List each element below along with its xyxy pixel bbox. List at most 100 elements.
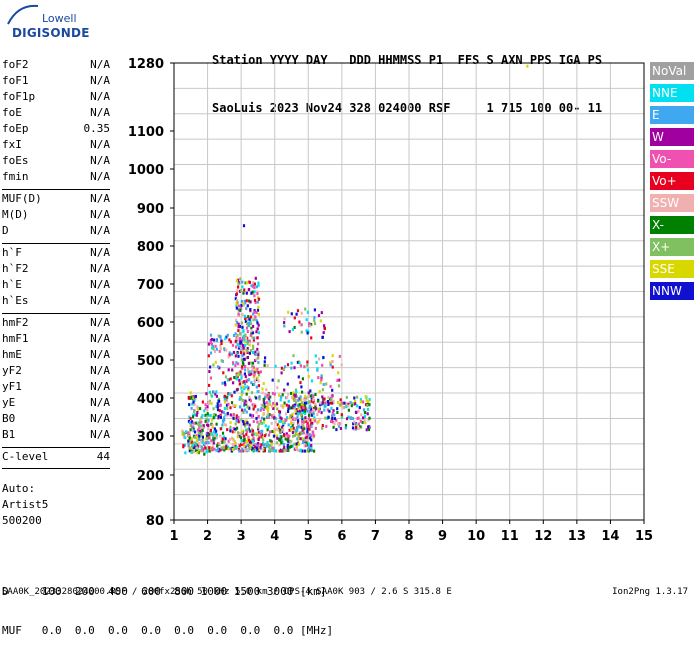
echo-point — [193, 410, 196, 413]
echo-point — [283, 401, 286, 405]
echo-point — [246, 304, 249, 308]
echo-point — [227, 392, 230, 396]
echo-point — [276, 423, 279, 427]
echo-point — [323, 324, 326, 328]
echo-point — [183, 443, 186, 447]
echo-point — [302, 431, 305, 435]
echo-point — [321, 395, 324, 399]
echo-point — [206, 423, 209, 427]
echo-point — [252, 318, 255, 322]
echo-point — [198, 437, 201, 441]
echo-point — [226, 378, 229, 382]
echo-point — [295, 312, 298, 316]
echo-point — [242, 352, 246, 356]
param-value: N/A — [90, 90, 110, 103]
echo-point — [291, 417, 294, 421]
echo-point — [294, 392, 297, 396]
echo-point — [248, 299, 251, 303]
echo-point — [194, 413, 197, 417]
echo-point — [297, 375, 300, 379]
echo-point — [213, 427, 216, 431]
echo-point — [321, 335, 324, 339]
echo-point — [206, 405, 209, 409]
autoscaling-info: Auto: Artist5 500200 — [2, 481, 48, 529]
echo-point — [240, 343, 243, 346]
echo-point — [304, 444, 308, 448]
echo-point — [223, 418, 226, 422]
echo-point — [242, 291, 245, 295]
echo-point — [254, 379, 257, 383]
echo-point — [225, 412, 228, 416]
echo-point — [246, 448, 249, 451]
echo-point — [262, 441, 265, 445]
echo-point — [246, 342, 249, 346]
echo-point — [239, 436, 243, 440]
echo-point — [337, 422, 340, 426]
echo-point — [349, 401, 352, 404]
echo-point — [312, 400, 315, 404]
echo-point — [240, 393, 243, 397]
echo-point — [288, 434, 291, 438]
echo-point — [209, 446, 212, 450]
echo-point — [246, 440, 249, 444]
echo-point — [320, 374, 323, 378]
echo-point — [235, 318, 238, 322]
echo-point — [227, 368, 230, 372]
echo-point — [242, 302, 245, 306]
echo-point — [197, 423, 200, 426]
echo-point — [262, 397, 265, 401]
echo-point — [322, 397, 325, 401]
echo-point — [240, 300, 243, 303]
echo-point — [256, 292, 259, 296]
echo-point — [248, 339, 251, 343]
echo-point — [226, 428, 229, 432]
param-value: N/A — [90, 278, 110, 291]
echo-point — [263, 447, 267, 451]
echo-point — [325, 424, 328, 428]
echo-point — [321, 363, 324, 367]
echo-point — [188, 421, 192, 425]
echo-point — [214, 360, 217, 364]
echo-point — [226, 406, 229, 410]
echo-point — [239, 341, 242, 345]
echo-point — [296, 437, 299, 441]
echo-point — [259, 370, 262, 374]
echo-point — [368, 398, 371, 402]
echo-point — [196, 428, 200, 432]
echo-point — [282, 428, 285, 432]
echo-point — [206, 431, 209, 435]
echo-point — [247, 362, 250, 365]
echo-point — [205, 450, 208, 454]
x-tick-label: 9 — [438, 529, 447, 544]
echo-point — [267, 397, 270, 401]
echo-point — [230, 352, 234, 356]
echo-point — [302, 440, 305, 444]
echo-point — [306, 433, 309, 437]
echo-point — [346, 417, 349, 421]
echo-point — [243, 387, 246, 391]
echo-point — [223, 448, 226, 452]
echo-point — [350, 404, 353, 408]
echo-point — [221, 410, 224, 414]
echo-point — [292, 404, 295, 408]
echo-point — [189, 424, 192, 428]
echo-point — [309, 402, 312, 406]
echo-point — [249, 322, 253, 326]
echo-point — [307, 445, 310, 449]
param-row: h`Es N/A — [2, 293, 110, 309]
echo-point — [308, 406, 311, 410]
echo-point — [187, 444, 190, 448]
echo-point — [309, 436, 312, 440]
echo-point — [328, 409, 331, 413]
echo-point — [286, 363, 290, 367]
echo-point — [269, 439, 272, 443]
echo-point — [270, 421, 273, 425]
echo-point — [267, 425, 270, 429]
echo-point — [354, 426, 358, 429]
echo-point — [233, 376, 236, 379]
echo-point — [296, 415, 299, 419]
logo-arc-icon — [7, 4, 39, 25]
echo-point — [312, 409, 316, 412]
legend-item: Vo+ — [650, 172, 694, 190]
echo-point — [252, 432, 255, 436]
